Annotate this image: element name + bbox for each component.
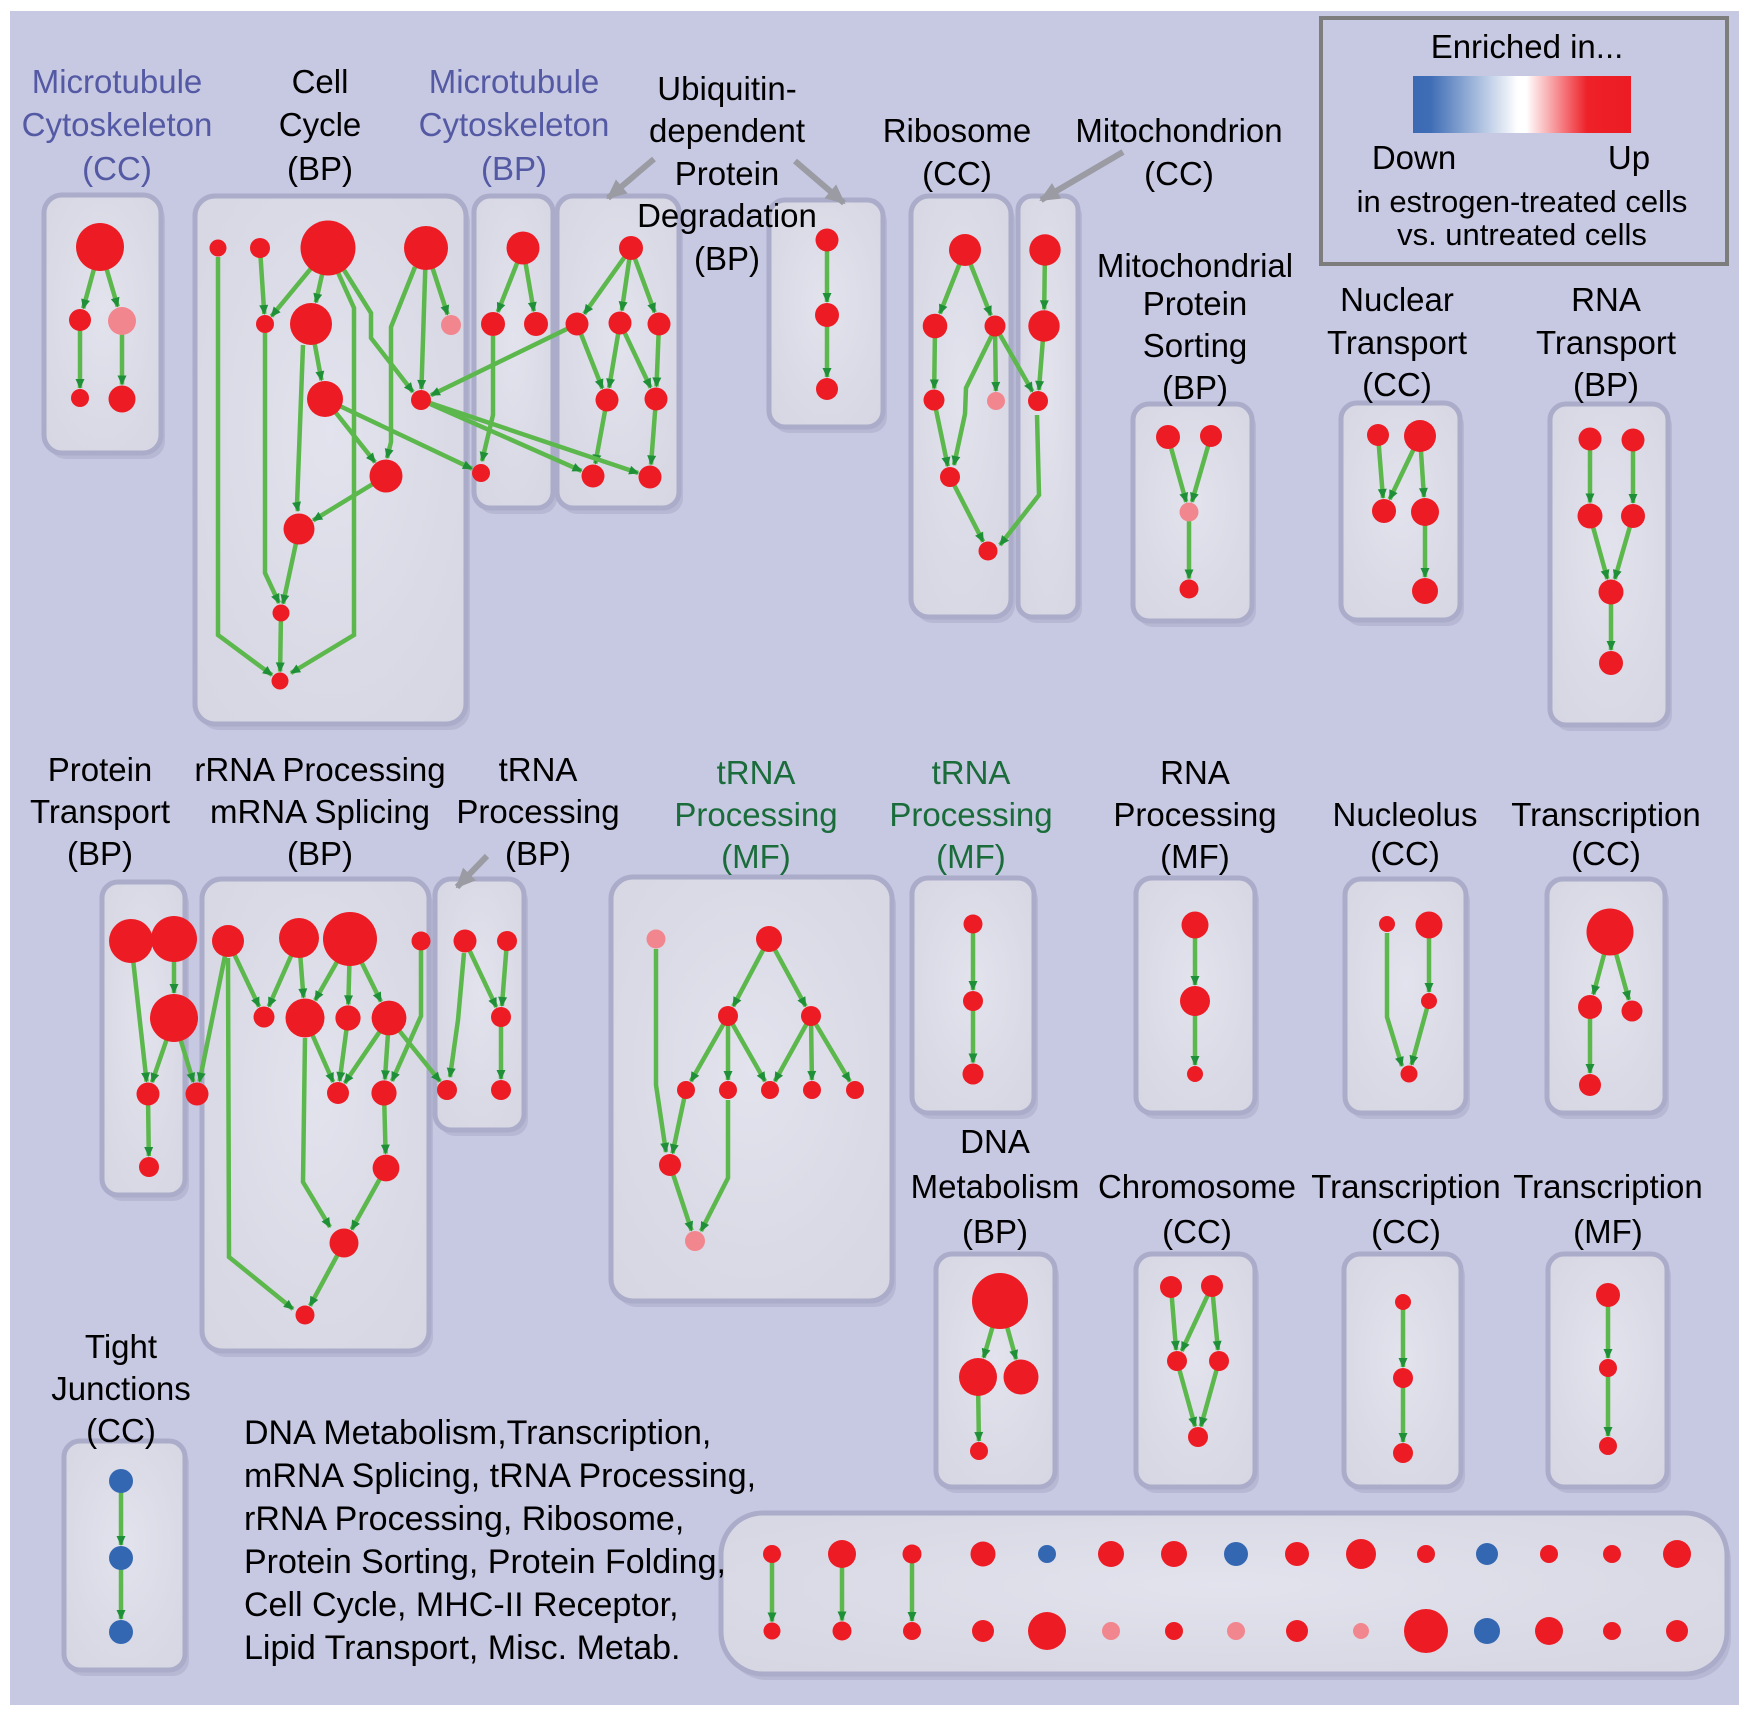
svg-text:mRNA Splicing, tRNA Processing: mRNA Splicing, tRNA Processing, xyxy=(244,1457,756,1495)
svg-text:tRNA: tRNA xyxy=(717,754,796,791)
svg-text:Transport: Transport xyxy=(30,793,170,830)
svg-text:(CC): (CC) xyxy=(1144,155,1214,192)
svg-text:Cell: Cell xyxy=(292,63,349,100)
svg-text:Microtubule: Microtubule xyxy=(429,63,600,100)
svg-text:Transport: Transport xyxy=(1327,324,1467,361)
svg-text:Microtubule: Microtubule xyxy=(32,63,203,100)
svg-text:Ribosome: Ribosome xyxy=(883,112,1032,149)
svg-text:DNA Metabolism,Transcription,: DNA Metabolism,Transcription, xyxy=(244,1414,711,1452)
svg-text:Junctions: Junctions xyxy=(51,1370,190,1407)
svg-text:Transcription: Transcription xyxy=(1513,1168,1703,1205)
svg-text:vs. untreated cells: vs. untreated cells xyxy=(1397,217,1647,252)
svg-text:Ubiquitin-: Ubiquitin- xyxy=(657,70,796,107)
svg-text:Cytoskeleton: Cytoskeleton xyxy=(22,106,213,143)
svg-text:(CC): (CC) xyxy=(1371,1213,1441,1250)
svg-text:(CC): (CC) xyxy=(1370,835,1440,872)
svg-text:(BP): (BP) xyxy=(505,835,571,872)
svg-text:(BP): (BP) xyxy=(962,1213,1028,1250)
svg-text:(CC): (CC) xyxy=(1362,366,1432,403)
svg-text:(BP): (BP) xyxy=(287,150,353,187)
svg-text:Mitochondrial: Mitochondrial xyxy=(1097,247,1293,284)
svg-text:Processing: Processing xyxy=(456,793,619,830)
svg-text:Up: Up xyxy=(1608,139,1650,176)
svg-text:tRNA: tRNA xyxy=(932,754,1011,791)
svg-text:Processing: Processing xyxy=(1113,796,1276,833)
svg-text:Nucleolus: Nucleolus xyxy=(1333,796,1478,833)
svg-text:(BP): (BP) xyxy=(481,150,547,187)
svg-text:(MF): (MF) xyxy=(1160,838,1230,875)
svg-text:Protein Sorting, Protein Foldi: Protein Sorting, Protein Folding, xyxy=(244,1543,726,1581)
svg-text:rRNA Processing, Ribosome,: rRNA Processing, Ribosome, xyxy=(244,1500,684,1538)
svg-text:mRNA Splicing: mRNA Splicing xyxy=(210,793,430,830)
svg-text:Protein: Protein xyxy=(48,751,153,788)
svg-text:Sorting: Sorting xyxy=(1143,327,1248,364)
svg-text:(BP): (BP) xyxy=(287,835,353,872)
svg-text:Transcription: Transcription xyxy=(1511,796,1701,833)
svg-text:(BP): (BP) xyxy=(67,835,133,872)
svg-text:Lipid Transport, Misc. Metab.: Lipid Transport, Misc. Metab. xyxy=(244,1629,681,1667)
svg-text:Enriched in...: Enriched in... xyxy=(1431,28,1624,65)
svg-text:Mitochondrion: Mitochondrion xyxy=(1075,112,1282,149)
svg-text:(BP): (BP) xyxy=(1573,366,1639,403)
svg-text:(MF): (MF) xyxy=(936,838,1006,875)
svg-text:Cytoskeleton: Cytoskeleton xyxy=(419,106,610,143)
svg-text:RNA: RNA xyxy=(1571,281,1641,318)
svg-text:(BP): (BP) xyxy=(1162,369,1228,406)
svg-text:dependent: dependent xyxy=(649,112,805,149)
svg-text:Cycle: Cycle xyxy=(279,106,362,143)
svg-text:Processing: Processing xyxy=(674,796,837,833)
svg-text:Tight: Tight xyxy=(85,1328,157,1365)
svg-text:Down: Down xyxy=(1372,139,1456,176)
svg-text:Protein: Protein xyxy=(1143,285,1248,322)
svg-text:rRNA Processing: rRNA Processing xyxy=(194,751,445,788)
svg-text:tRNA: tRNA xyxy=(499,751,578,788)
svg-text:Chromosome: Chromosome xyxy=(1098,1168,1296,1205)
svg-text:(CC): (CC) xyxy=(82,150,152,187)
svg-text:(CC): (CC) xyxy=(1162,1213,1232,1250)
svg-text:Transcription: Transcription xyxy=(1311,1168,1501,1205)
svg-text:Nuclear: Nuclear xyxy=(1340,281,1454,318)
svg-text:Transport: Transport xyxy=(1536,324,1676,361)
svg-text:(CC): (CC) xyxy=(86,1412,156,1449)
svg-text:Processing: Processing xyxy=(889,796,1052,833)
svg-text:(BP): (BP) xyxy=(694,240,760,277)
svg-text:(MF): (MF) xyxy=(721,838,791,875)
svg-text:(MF): (MF) xyxy=(1573,1213,1643,1250)
svg-text:Cell Cycle, MHC-II Receptor,: Cell Cycle, MHC-II Receptor, xyxy=(244,1586,679,1624)
svg-text:(CC): (CC) xyxy=(1571,835,1641,872)
svg-text:Protein: Protein xyxy=(675,155,780,192)
svg-text:(CC): (CC) xyxy=(922,155,992,192)
svg-text:Degradation: Degradation xyxy=(637,197,817,234)
svg-text:in estrogen-treated cells: in estrogen-treated cells xyxy=(1357,184,1688,219)
svg-text:DNA: DNA xyxy=(960,1123,1030,1160)
svg-text:RNA: RNA xyxy=(1160,754,1230,791)
svg-text:Metabolism: Metabolism xyxy=(911,1168,1080,1205)
